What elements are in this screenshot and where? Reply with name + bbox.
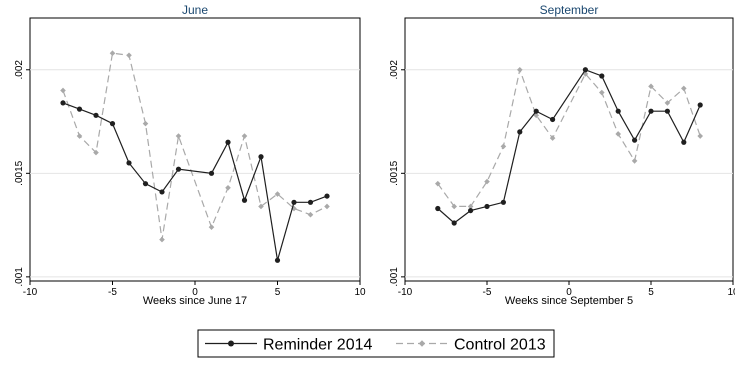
y-tick-label-2: .002 [14, 60, 25, 80]
x-tick-label-2: 0 [566, 287, 572, 298]
y-tick-label-0: .001 [14, 267, 25, 287]
point-0-1 [451, 220, 457, 226]
point-0-9 [599, 73, 605, 79]
point-1-14 [681, 85, 687, 92]
point-1-15 [324, 203, 330, 210]
point-0-9 [225, 139, 231, 145]
point-0-3 [109, 121, 116, 127]
point-1-0 [435, 180, 441, 187]
legend-label-0: Reminder 2014 [263, 337, 373, 354]
point-0-7 [175, 166, 182, 172]
y-tick-label-0: .001 [389, 267, 400, 287]
point-1-7 [549, 135, 556, 141]
point-0-6 [159, 189, 165, 195]
legend-marker-0 [228, 340, 234, 347]
plot-frame [404, 17, 734, 282]
point-0-2 [468, 207, 474, 214]
series-line-0 [62, 102, 328, 261]
x-tick-label-1: -5 [108, 287, 117, 298]
point-1-6 [159, 236, 165, 243]
point-1-5 [517, 66, 523, 73]
point-0-15 [697, 102, 703, 108]
point-0-14 [681, 139, 687, 145]
point-1-2 [93, 149, 99, 156]
point-1-1 [76, 133, 83, 139]
point-1-8 [208, 224, 215, 230]
x-tick-label-0: -10 [398, 287, 413, 298]
legend-marker-1 [418, 340, 426, 347]
x-axis-label: Weeks since June 17 [143, 295, 247, 307]
legend-box [197, 329, 555, 358]
point-0-10 [241, 197, 248, 203]
point-0-13 [664, 108, 671, 114]
point-1-1 [451, 203, 457, 210]
panel-june: .001 .0015 .002 -10 -5 0 5 10 June Weeks since Ju… [14, 3, 366, 307]
plot-frame [29, 17, 361, 282]
point-0-3 [484, 203, 490, 210]
point-0-8 [208, 170, 215, 176]
point-1-5 [142, 120, 149, 127]
x-tick-label-1: -5 [483, 287, 492, 298]
point-0-5 [517, 129, 523, 135]
series-line-0 [437, 69, 701, 224]
point-0-15 [324, 193, 330, 199]
point-1-4 [126, 52, 132, 59]
legend-label-1: Control 2013 [454, 337, 546, 354]
point-0-1 [76, 106, 83, 112]
point-1-15 [697, 133, 703, 139]
point-1-12 [648, 83, 654, 90]
point-0-11 [258, 154, 264, 160]
x-tick-label-2: 0 [192, 287, 198, 298]
point-0-0 [60, 100, 66, 106]
x-tick-label-0: -10 [23, 287, 38, 298]
legend: Reminder 2014 Control 2013 [197, 329, 555, 358]
x-tick-label-3: 5 [648, 287, 654, 298]
point-0-5 [142, 181, 149, 187]
point-1-10 [615, 131, 621, 137]
point-1-9 [599, 89, 605, 96]
point-1-2 [467, 203, 474, 210]
point-0-4 [126, 160, 132, 166]
y-tick-label-1: .0015 [14, 160, 25, 185]
y-tick-label-2: .002 [389, 60, 400, 80]
point-1-14 [307, 211, 314, 218]
series-line-1 [62, 52, 328, 240]
x-tick-label-3: 5 [275, 287, 281, 298]
point-0-7 [550, 116, 556, 123]
point-0-12 [274, 257, 281, 263]
point-1-13 [664, 100, 671, 106]
point-1-3 [484, 178, 490, 185]
point-1-12 [274, 191, 281, 197]
point-0-2 [93, 112, 99, 118]
point-0-0 [435, 205, 441, 212]
x-axis-label: Weeks since September 5 [505, 295, 633, 307]
point-0-6 [533, 108, 539, 114]
point-1-7 [175, 133, 182, 139]
point-0-10 [615, 108, 621, 114]
point-0-4 [500, 199, 506, 205]
point-0-14 [307, 199, 314, 205]
point-1-11 [258, 203, 264, 210]
panel-title: September [540, 3, 599, 17]
x-tick-label-4: 10 [354, 287, 366, 298]
x-tick-label-4: 10 [727, 287, 735, 298]
point-0-12 [648, 108, 654, 114]
point-0-8 [582, 67, 589, 73]
point-0-11 [632, 137, 638, 143]
point-1-3 [109, 50, 116, 57]
point-1-11 [631, 158, 638, 164]
point-1-4 [500, 143, 507, 150]
point-0-13 [291, 199, 297, 205]
panel-september: .001 .0015 .002 -10 -5 0 5 10 September Weeks sin… [389, 3, 735, 307]
point-1-9 [225, 185, 231, 191]
point-1-0 [60, 87, 66, 94]
y-tick-label-1: .0015 [389, 160, 400, 185]
series-line-1 [437, 67, 701, 207]
point-1-10 [241, 133, 248, 139]
panel-title: June [182, 3, 208, 17]
